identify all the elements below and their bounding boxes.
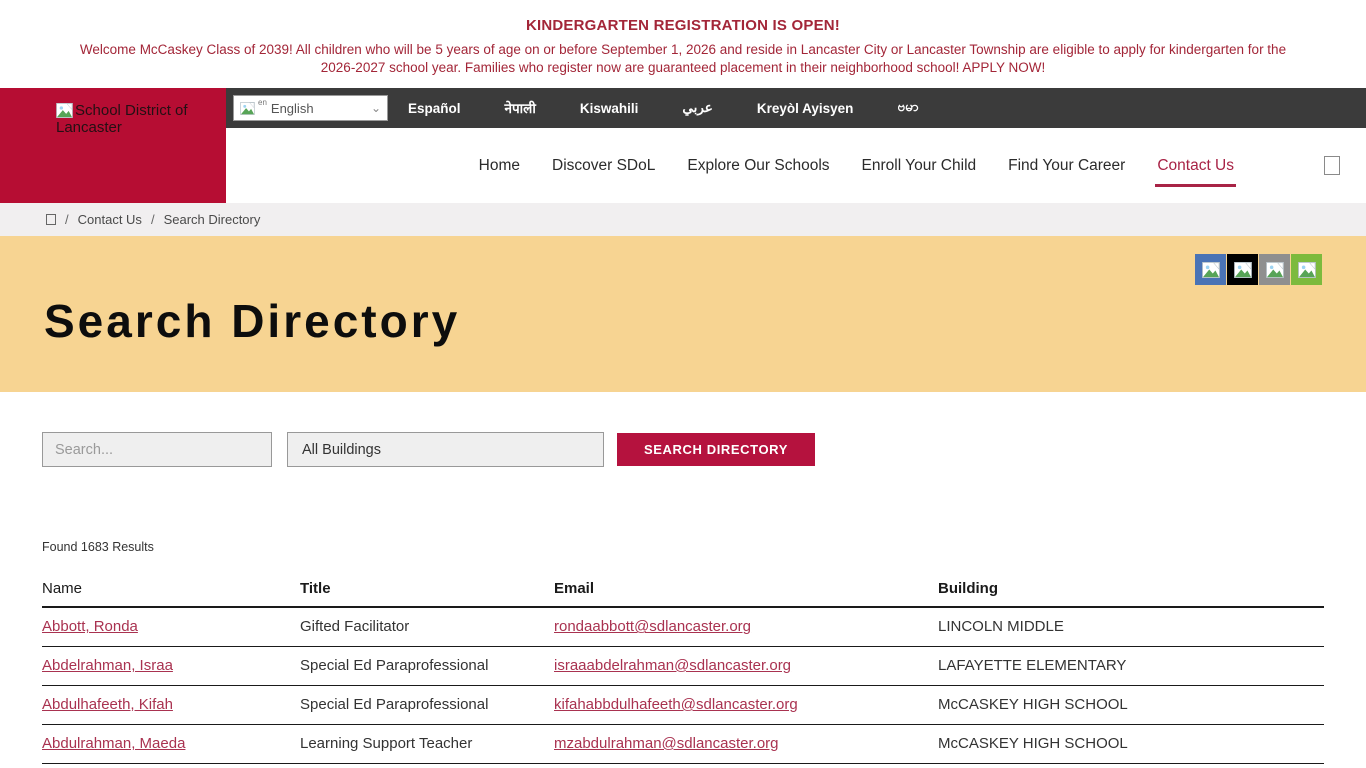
directory-results-table: Name Title Email Building Abbott, Ronda … xyxy=(42,580,1324,764)
language-link-espanol[interactable]: Español xyxy=(408,100,461,116)
staff-email-link[interactable]: israaabdelrahman@sdlancaster.org xyxy=(554,657,792,674)
language-link-arabic[interactable]: عربي xyxy=(682,100,713,115)
language-link-kreyol[interactable]: Kreyòl Ayisyen xyxy=(756,100,854,116)
nav-enroll-your-child[interactable]: Enroll Your Child xyxy=(861,156,977,174)
column-header-title: Title xyxy=(300,580,554,608)
site-header: School District of Lancaster en English … xyxy=(0,88,1366,203)
staff-title: Gifted Facilitator xyxy=(300,607,554,647)
search-directory-button[interactable]: SEARCH DIRECTORY xyxy=(617,433,815,466)
staff-title: Special Ed Paraprofessional xyxy=(300,646,554,686)
staff-building: McCASKEY HIGH SCHOOL xyxy=(938,724,1324,764)
staff-building: LAFAYETTE ELEMENTARY xyxy=(938,646,1324,686)
broken-image-icon xyxy=(1266,262,1284,278)
flag-broken-image-icon xyxy=(240,102,255,115)
table-row: Abdelrahman, Israa Special Ed Paraprofes… xyxy=(42,646,1324,686)
logo-alt-text: School District of Lancaster xyxy=(56,102,188,136)
broken-image-icon xyxy=(1202,262,1220,278)
social-tile-blue[interactable] xyxy=(1195,254,1226,285)
announcement-body: Welcome McCaskey Class of 2039! All chil… xyxy=(79,42,1287,75)
column-header-name: Name xyxy=(42,580,300,608)
social-tile-gray[interactable] xyxy=(1259,254,1290,285)
district-logo[interactable]: School District of Lancaster xyxy=(0,88,226,203)
staff-name-link[interactable]: Abdelrahman, Israa xyxy=(42,657,173,674)
social-links xyxy=(1194,254,1322,285)
nav-home[interactable]: Home xyxy=(478,156,520,174)
search-input[interactable] xyxy=(42,432,272,467)
staff-email-link[interactable]: mzabdulrahman@sdlancaster.org xyxy=(554,735,779,752)
building-filter-select[interactable]: All Buildings xyxy=(287,432,604,467)
search-icon-placeholder[interactable] xyxy=(1324,156,1340,175)
directory-search-form: All Buildings SEARCH DIRECTORY xyxy=(42,432,815,467)
language-selected-label: English xyxy=(270,100,314,116)
logo-broken-image: School District of Lancaster xyxy=(56,102,212,136)
announcement-title: KINDERGARTEN REGISTRATION IS OPEN! xyxy=(525,17,841,34)
nav-find-your-career[interactable]: Find Your Career xyxy=(1008,156,1126,174)
language-link-burmese[interactable]: ဗမာ xyxy=(897,99,919,114)
announcement-banner: KINDERGARTEN REGISTRATION IS OPEN! Welco… xyxy=(0,0,1366,88)
column-header-building: Building xyxy=(938,580,1324,608)
broken-image-icon xyxy=(1234,262,1252,278)
column-header-email: Email xyxy=(554,580,938,608)
breadcrumb: / Contact Us / Search Directory xyxy=(0,203,1366,236)
breadcrumb-separator: / xyxy=(65,212,69,227)
table-header-row: Name Title Email Building xyxy=(42,580,1324,608)
social-tile-green[interactable] xyxy=(1291,254,1322,285)
breadcrumb-separator: / xyxy=(150,212,155,227)
page-title: Search Directory xyxy=(44,295,461,347)
table-row: Abdulrahman, Maeda Learning Support Teac… xyxy=(42,724,1324,764)
breadcrumb-current: Search Directory xyxy=(163,212,261,227)
social-tile-black[interactable] xyxy=(1227,254,1258,285)
table-row: Abdulhafeeth, Kifah Special Ed Paraprofe… xyxy=(42,685,1324,725)
language-code: en xyxy=(258,98,267,107)
staff-name-link[interactable]: Abdulrahman, Maeda xyxy=(42,735,186,752)
language-link-kiswahili[interactable]: Kiswahili xyxy=(579,100,639,116)
staff-building: LINCOLN MIDDLE xyxy=(938,607,1324,647)
language-link-nepali[interactable]: नेपाली xyxy=(504,101,536,116)
nav-explore-our-schools[interactable]: Explore Our Schools xyxy=(687,156,830,174)
language-links: Español नेपाली Kiswahili عربي Kreyòl Ayi… xyxy=(408,98,918,118)
staff-email-link[interactable]: rondaabbott@sdlancaster.org xyxy=(554,618,752,636)
main-content: All Buildings SEARCH DIRECTORY Found 168… xyxy=(0,392,1366,768)
main-nav: Home Discover SDoL Explore Our Schools E… xyxy=(226,128,1366,203)
staff-name-link[interactable]: Abdulhafeeth, Kifah xyxy=(42,696,173,713)
hero-banner: Search Directory xyxy=(0,236,1366,392)
building-filter-value: All Buildings xyxy=(302,441,381,458)
chevron-down-icon: ⌄ xyxy=(370,101,381,115)
staff-title: Special Ed Paraprofessional xyxy=(300,685,554,725)
staff-building: McCASKEY HIGH SCHOOL xyxy=(938,685,1324,725)
language-selector-dropdown[interactable]: en English ⌄ xyxy=(233,95,388,121)
broken-image-icon xyxy=(1298,262,1316,278)
language-bar: en English ⌄ Español नेपाली Kiswahili عر… xyxy=(226,88,1366,128)
nav-discover-sdol[interactable]: Discover SDoL xyxy=(552,156,656,174)
results-count: Found 1683 Results xyxy=(42,540,154,554)
table-row: Abbott, Ronda Gifted Facilitator rondaab… xyxy=(42,607,1324,647)
staff-email-link[interactable]: kifahabbdulhafeeth@sdlancaster.org xyxy=(554,696,798,713)
home-icon[interactable] xyxy=(46,214,56,225)
staff-name-link[interactable]: Abbott, Ronda xyxy=(42,618,138,636)
staff-title: Learning Support Teacher xyxy=(300,724,554,764)
nav-contact-us[interactable]: Contact Us xyxy=(1155,156,1236,187)
breadcrumb-contact-us[interactable]: Contact Us xyxy=(77,212,142,227)
